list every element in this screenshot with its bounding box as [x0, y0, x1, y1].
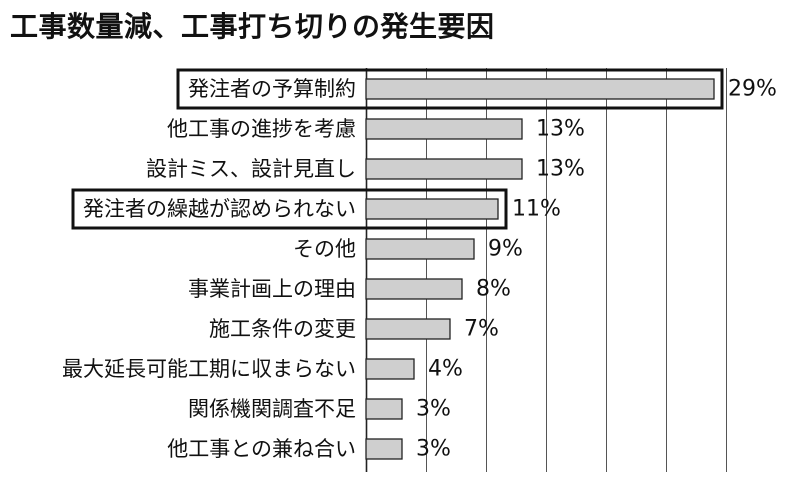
value-label: 13% — [536, 157, 585, 182]
bar — [365, 158, 523, 180]
value-label: 13% — [536, 117, 585, 142]
value-label: 29% — [728, 77, 777, 102]
value-label: 9% — [488, 237, 523, 262]
bar — [365, 118, 523, 140]
value-label: 8% — [476, 277, 511, 302]
category-label: 施工条件の変更 — [209, 317, 356, 341]
category-label: 最大延長可能工期に収まらない — [62, 357, 356, 381]
bar — [365, 238, 475, 260]
value-label: 3% — [416, 437, 451, 462]
highlight-box — [176, 68, 724, 110]
category-label: 発注者の予算制約 — [188, 77, 356, 101]
bar — [365, 278, 463, 300]
category-label: 関係機関調査不足 — [188, 397, 356, 421]
bar — [365, 358, 415, 380]
value-label: 4% — [428, 357, 463, 382]
bar — [365, 78, 715, 100]
category-label: 事業計画上の理由 — [188, 277, 356, 301]
bar — [365, 318, 451, 340]
value-label: 7% — [464, 317, 499, 342]
value-label: 11% — [512, 197, 561, 222]
category-label: その他 — [293, 237, 356, 261]
bar-chart: 発注者の予算制約 29% 他工事の進捗を考慮 13% 設計ミス、設計見直し 13% 発注者の… — [0, 60, 800, 480]
category-label: 他工事の進捗を考慮 — [167, 117, 356, 141]
bar — [365, 438, 403, 460]
bar — [365, 398, 403, 420]
category-label: 他工事との兼ね合い — [167, 437, 356, 461]
category-label: 設計ミス、設計見直し — [146, 157, 356, 181]
chart-svg: 発注者の予算制約 29% 他工事の進捗を考慮 13% 設計ミス、設計見直し 13% 発注者の… — [62, 68, 777, 472]
highlight-box — [71, 188, 508, 230]
category-label: 発注者の繰越が認められない — [83, 197, 356, 221]
bar — [365, 198, 499, 220]
chart-title: 工事数量減、工事打ち切りの発生要因 — [10, 10, 495, 43]
value-label: 3% — [416, 397, 451, 422]
